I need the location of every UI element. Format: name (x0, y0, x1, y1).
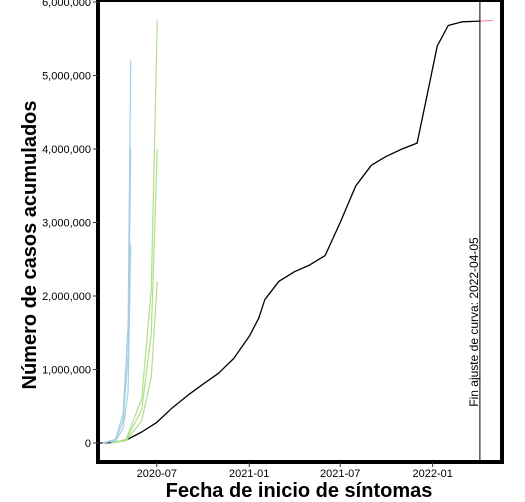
x-tick-label: 2020-07 (137, 468, 177, 480)
x-tick-label: 2021-01 (229, 468, 269, 480)
curve-fit-end-label: Fin ajuste de curva: 2022-04-05 (467, 237, 481, 407)
y-tick-label: 4,000,000 (42, 144, 91, 156)
y-axis-title: Número de casos acumulados (19, 101, 41, 390)
x-tick-label: 2022-01 (412, 468, 452, 480)
y-tick-label: 5,000,000 (42, 71, 91, 83)
y-tick-label: 6,000,000 (42, 0, 91, 9)
plot-panel-border (96, 0, 504, 464)
x-axis-title: Fecha de inicio de síntomas (166, 480, 433, 502)
y-tick-label: 0 (85, 438, 91, 450)
series-line-2 (479, 19, 494, 22)
ticks-layer: 0 1,000,000 2,000,000 3,000,000 4,000,000 5,0… (42, 0, 453, 480)
y-tick-label: 3,000,000 (42, 218, 91, 230)
y-tick-label: 2,000,000 (42, 291, 91, 303)
x-tick-label: 2021-07 (320, 468, 360, 480)
series-line-8 (110, 20, 158, 444)
series-line-1 (99, 20, 480, 444)
series-line-5 (102, 60, 132, 444)
y-tick-label: 1,000,000 (42, 365, 91, 377)
series-layer: Fin ajuste de curva: 2022-04-05 (99, 2, 494, 460)
series-line-4 (102, 148, 132, 444)
